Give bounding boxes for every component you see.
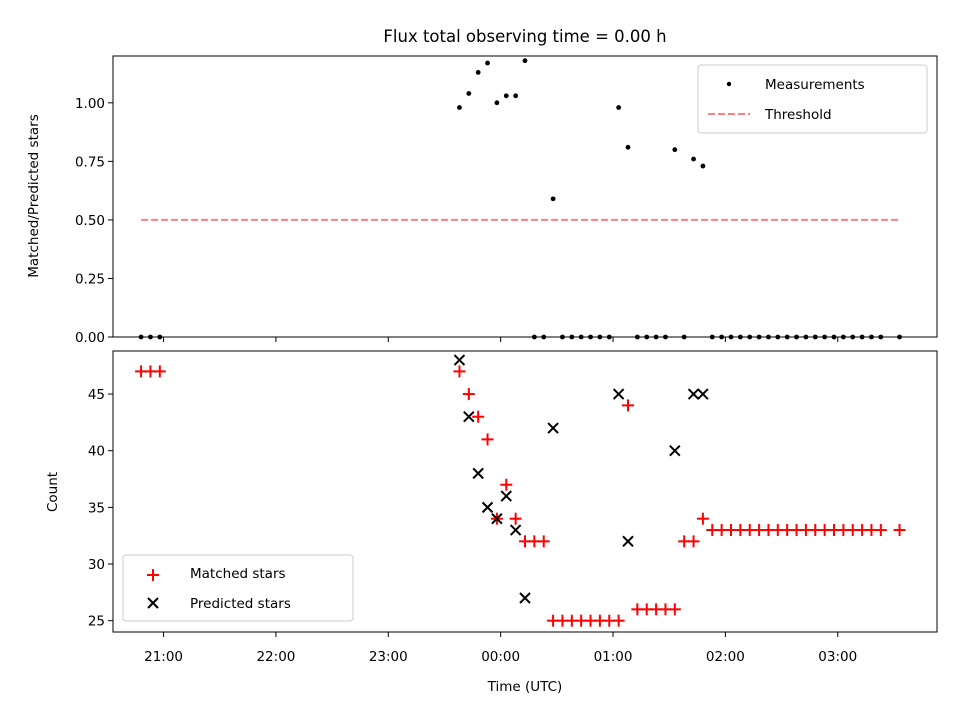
top-y-tick-label: 0.00 <box>75 330 105 346</box>
top-legend: Measurements Threshold <box>697 64 928 134</box>
measurement-point <box>494 100 500 106</box>
x-tick-label: 00:00 <box>481 649 520 665</box>
top-y-tick-label: 0.50 <box>75 213 105 229</box>
legend-matched-label: Matched stars <box>190 566 286 582</box>
bottom-y-tick-label: 40 <box>88 444 105 460</box>
bottom-panel: 25 30 35 40 45 21:00 22:00 23:00 00:00 01:00 02:00… <box>45 350 938 695</box>
predicted-star-point <box>669 445 681 457</box>
matched-star-point <box>874 524 887 537</box>
x-axis-label: Time (UTC) <box>487 679 563 695</box>
predicted-star-point <box>500 490 512 502</box>
matched-star-point <box>481 433 494 446</box>
measurement-point <box>700 163 706 169</box>
legend-predicted-label: Predicted stars <box>190 596 291 612</box>
bottom-legend-box <box>122 554 354 622</box>
predicted-star-point <box>481 501 494 514</box>
legend-predicted-marker <box>147 597 159 609</box>
legend-threshold-label: Threshold <box>764 107 832 123</box>
measurement-point <box>485 60 490 66</box>
predicted-star-point <box>463 411 475 423</box>
x-tick-label: 03:00 <box>818 649 857 665</box>
bottom-y-tick-label: 30 <box>88 557 105 573</box>
top-y-tick-label: 0.25 <box>75 271 105 287</box>
measurement-point <box>466 91 472 96</box>
matched-star-point <box>453 365 466 378</box>
matched-star-point <box>612 614 625 627</box>
top-y-tick-label: 1.00 <box>75 96 105 112</box>
top-y-tick-label: 0.75 <box>75 154 105 170</box>
measurement-point <box>503 93 509 99</box>
predicted-star-point <box>509 524 522 536</box>
matched-star-point <box>893 524 906 537</box>
matched-star-point <box>696 512 709 525</box>
x-tick-label: 01:00 <box>594 649 633 665</box>
measurement-point <box>616 105 622 110</box>
measurement-point <box>691 156 696 162</box>
chart-title: Flux total observing time = 0.00 h <box>383 27 666 46</box>
legend-measurements-label: Measurements <box>765 77 865 93</box>
count-points <box>135 354 906 627</box>
bottom-y-tick-label: 25 <box>88 614 105 630</box>
top-y-axis-label: Matched/Predicted stars <box>26 114 42 277</box>
matched-star-point <box>537 535 550 548</box>
matched-star-point <box>509 512 522 525</box>
matched-star-point <box>622 399 634 412</box>
matched-star-point <box>472 410 485 423</box>
measurement-point <box>522 58 528 64</box>
predicted-star-point <box>519 592 531 604</box>
legend-measurements-marker <box>726 81 732 87</box>
top-axis-ticks: 0.00 0.25 0.50 0.75 1.00 <box>75 96 839 346</box>
matched-star-point <box>462 388 475 401</box>
predicted-star-point <box>612 388 625 400</box>
measurement-point <box>550 196 556 202</box>
matched-star-point <box>668 603 681 616</box>
x-tick-label: 22:00 <box>256 649 295 665</box>
matched-star-point <box>687 535 700 548</box>
bottom-y-tick-label: 45 <box>88 387 105 403</box>
bottom-axis-ticks: 25 30 35 40 45 21:00 22:00 23:00 00:00 01:00 02:00… <box>88 387 857 665</box>
bottom-legend: Matched stars Predicted stars <box>122 554 354 622</box>
predicted-star-point <box>697 388 709 400</box>
bottom-y-axis-label: Count <box>45 472 61 512</box>
measurement-point <box>672 147 678 153</box>
matched-star-point <box>500 478 513 491</box>
predicted-star-point <box>491 512 503 525</box>
top-panel: 0.00 0.25 0.50 0.75 1.00 Matched/Predicted s… <box>26 55 938 346</box>
bottom-y-tick-label: 35 <box>88 500 105 516</box>
top-legend-box <box>697 64 928 134</box>
matched-star-point <box>153 365 166 378</box>
bottom-plot-frame <box>112 350 938 633</box>
x-tick-label: 21:00 <box>144 649 183 665</box>
predicted-star-point <box>453 354 466 366</box>
legend-matched-marker <box>147 569 159 581</box>
top-plot-frame <box>112 55 938 338</box>
predicted-star-point <box>687 388 700 400</box>
measurement-point <box>513 93 519 99</box>
predicted-star-point <box>622 535 634 548</box>
measurement-point <box>475 69 481 75</box>
x-tick-label: 02:00 <box>706 649 745 665</box>
measurement-point <box>457 105 462 110</box>
measurement-point <box>625 144 631 150</box>
x-tick-label: 23:00 <box>369 649 408 665</box>
predicted-star-point <box>547 422 559 434</box>
predicted-star-point <box>472 467 484 480</box>
